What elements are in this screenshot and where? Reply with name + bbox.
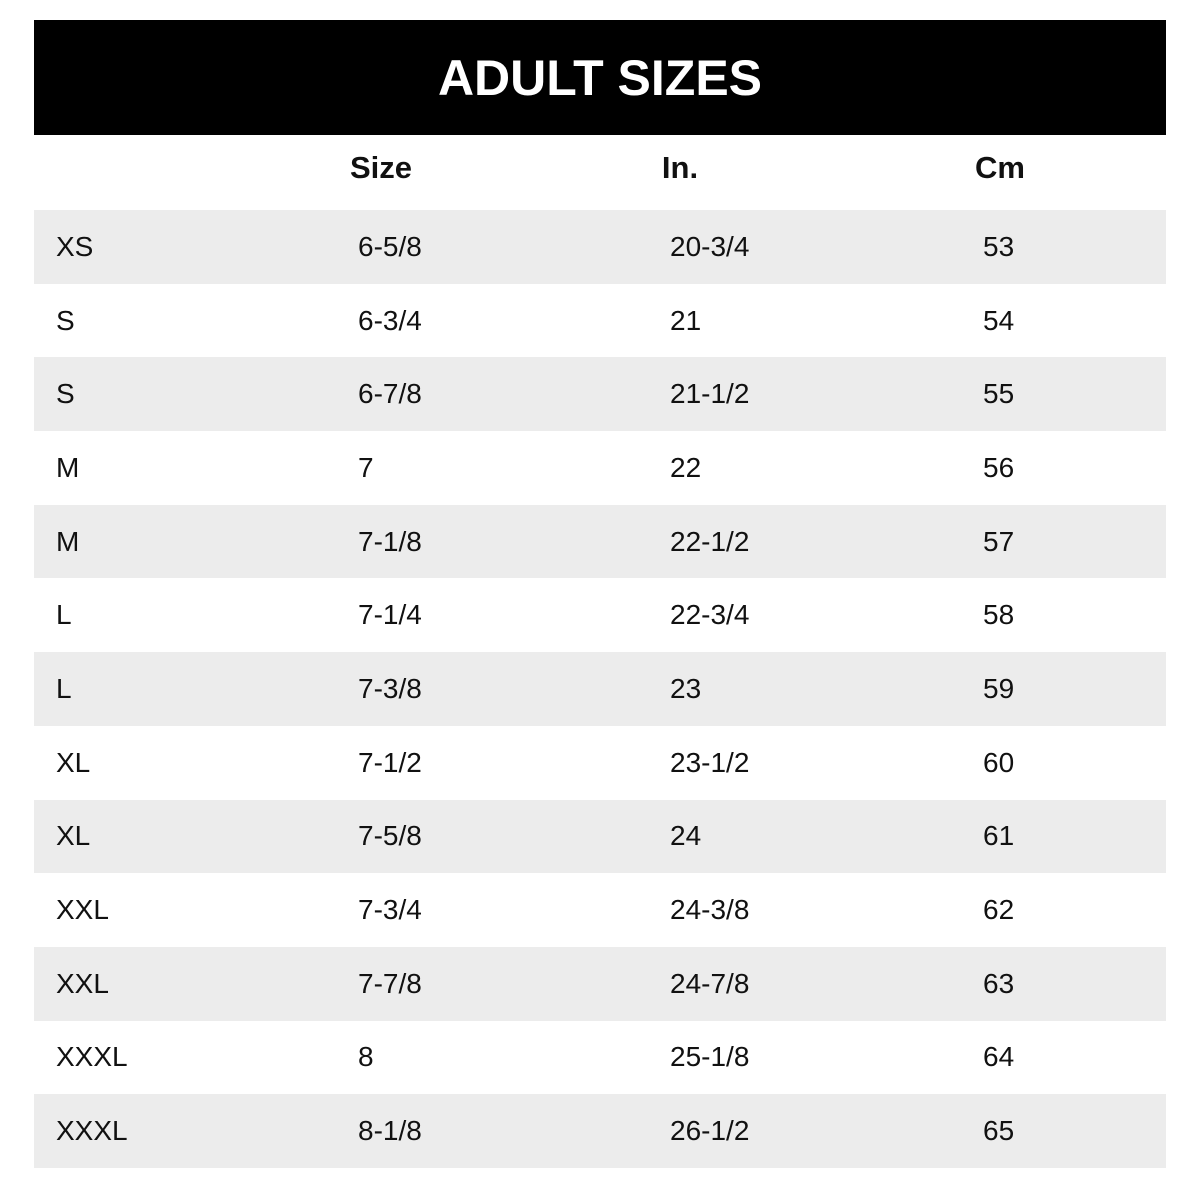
- inches-cell: 23-1/2: [670, 746, 750, 778]
- table-row: XXL 7-3/4 24-3/8 62: [34, 873, 1166, 947]
- centimeters-cell: 59: [983, 672, 1015, 704]
- hat-size-cell: 7-1/2: [358, 746, 422, 778]
- table-row: XXL 7-7/8 24-7/8 63: [34, 946, 1166, 1021]
- column-header-inches: In.: [661, 150, 699, 185]
- page-title: ADULT SIZES: [437, 49, 763, 106]
- inches-cell: 23: [670, 672, 702, 704]
- hat-size-cell: 6-3/4: [358, 304, 422, 336]
- centimeters-cell: 55: [983, 378, 1015, 410]
- hat-size-cell: 8: [358, 1041, 374, 1073]
- table-row: L 7-3/8 23 59: [34, 652, 1166, 726]
- hat-size-cell: 7-5/8: [358, 820, 422, 852]
- hat-size-cell: 7-7/8: [358, 967, 422, 999]
- centimeters-cell: 54: [983, 304, 1015, 336]
- inches-cell: 22: [670, 451, 702, 483]
- centimeters-cell: 61: [983, 820, 1015, 852]
- centimeters-cell: 62: [983, 894, 1015, 926]
- size-label-cell: XXL: [56, 967, 109, 999]
- size-label-cell: M: [56, 525, 80, 557]
- size-label-cell: S: [56, 378, 75, 410]
- inches-cell: 24-3/8: [670, 894, 750, 926]
- hat-size-cell: 7-1/4: [358, 599, 422, 631]
- hat-size-cell: 7-3/4: [358, 894, 422, 926]
- inches-cell: 21-1/2: [670, 378, 750, 410]
- inches-cell: 24: [670, 820, 702, 852]
- table-row: S 6-3/4 21 54: [34, 284, 1166, 358]
- column-header-size: Size: [349, 150, 413, 185]
- inches-cell: 21: [670, 304, 702, 336]
- inches-cell: 25-1/8: [670, 1041, 750, 1073]
- size-label-cell: L: [56, 672, 72, 704]
- size-label-cell: XL: [56, 820, 91, 852]
- table-row: XXXL 8-1/8 26-1/2 65: [34, 1094, 1166, 1168]
- centimeters-cell: 57: [983, 525, 1015, 557]
- centimeters-cell: 53: [983, 230, 1015, 262]
- inches-cell: 22-1/2: [670, 525, 750, 557]
- hat-size-cell: 7-3/8: [358, 672, 422, 704]
- hat-size-cell: 6-5/8: [358, 230, 422, 262]
- table-row: XXXL 8 25-1/8 64: [34, 1021, 1166, 1095]
- hat-size-cell: 7: [358, 451, 374, 483]
- centimeters-cell: 60: [983, 746, 1015, 778]
- table-row: M 7-1/8 22-1/2 57: [34, 504, 1166, 579]
- table-row: XL 7-1/2 23-1/2 60: [34, 726, 1166, 800]
- table-row: XS 6-5/8 20-3/4 53: [34, 210, 1166, 284]
- centimeters-cell: 56: [983, 451, 1015, 483]
- size-label-cell: XXXL: [56, 1041, 128, 1073]
- size-label-cell: XL: [56, 746, 91, 778]
- centimeters-cell: 63: [983, 967, 1015, 999]
- inches-cell: 26-1/2: [670, 1115, 750, 1147]
- centimeters-cell: 65: [983, 1115, 1015, 1147]
- centimeters-cell: 58: [983, 599, 1015, 631]
- size-label-cell: S: [56, 304, 75, 336]
- size-label-cell: L: [56, 599, 72, 631]
- title-banner: ADULT SIZES: [34, 20, 1166, 135]
- inches-cell: 24-7/8: [670, 967, 750, 999]
- column-header-cm: Cm: [975, 150, 1025, 185]
- table-row: XL 7-5/8 24 61: [34, 799, 1166, 874]
- size-label-cell: M: [56, 451, 80, 483]
- centimeters-cell: 64: [983, 1041, 1015, 1073]
- hat-size-cell: 7-1/8: [358, 525, 422, 557]
- table-row: M 7 22 56: [34, 431, 1166, 505]
- size-label-cell: XXXL: [56, 1115, 128, 1147]
- inches-cell: 20-3/4: [670, 230, 750, 262]
- hat-size-cell: 6-7/8: [358, 378, 422, 410]
- table-row: S 6-7/8 21-1/2 55: [34, 357, 1166, 432]
- size-table: XS 6-5/8 20-3/4 53 S 6-3/4 21 54 S 6-7/8 21-1/2 55 M…: [34, 210, 1166, 1168]
- size-label-cell: XXL: [56, 894, 109, 926]
- table-row: L 7-1/4 22-3/4 58: [34, 578, 1166, 652]
- table-header: Size In. Cm: [34, 145, 1166, 195]
- inches-cell: 22-3/4: [670, 599, 750, 631]
- hat-size-cell: 8-1/8: [358, 1115, 422, 1147]
- size-label-cell: XS: [56, 230, 94, 262]
